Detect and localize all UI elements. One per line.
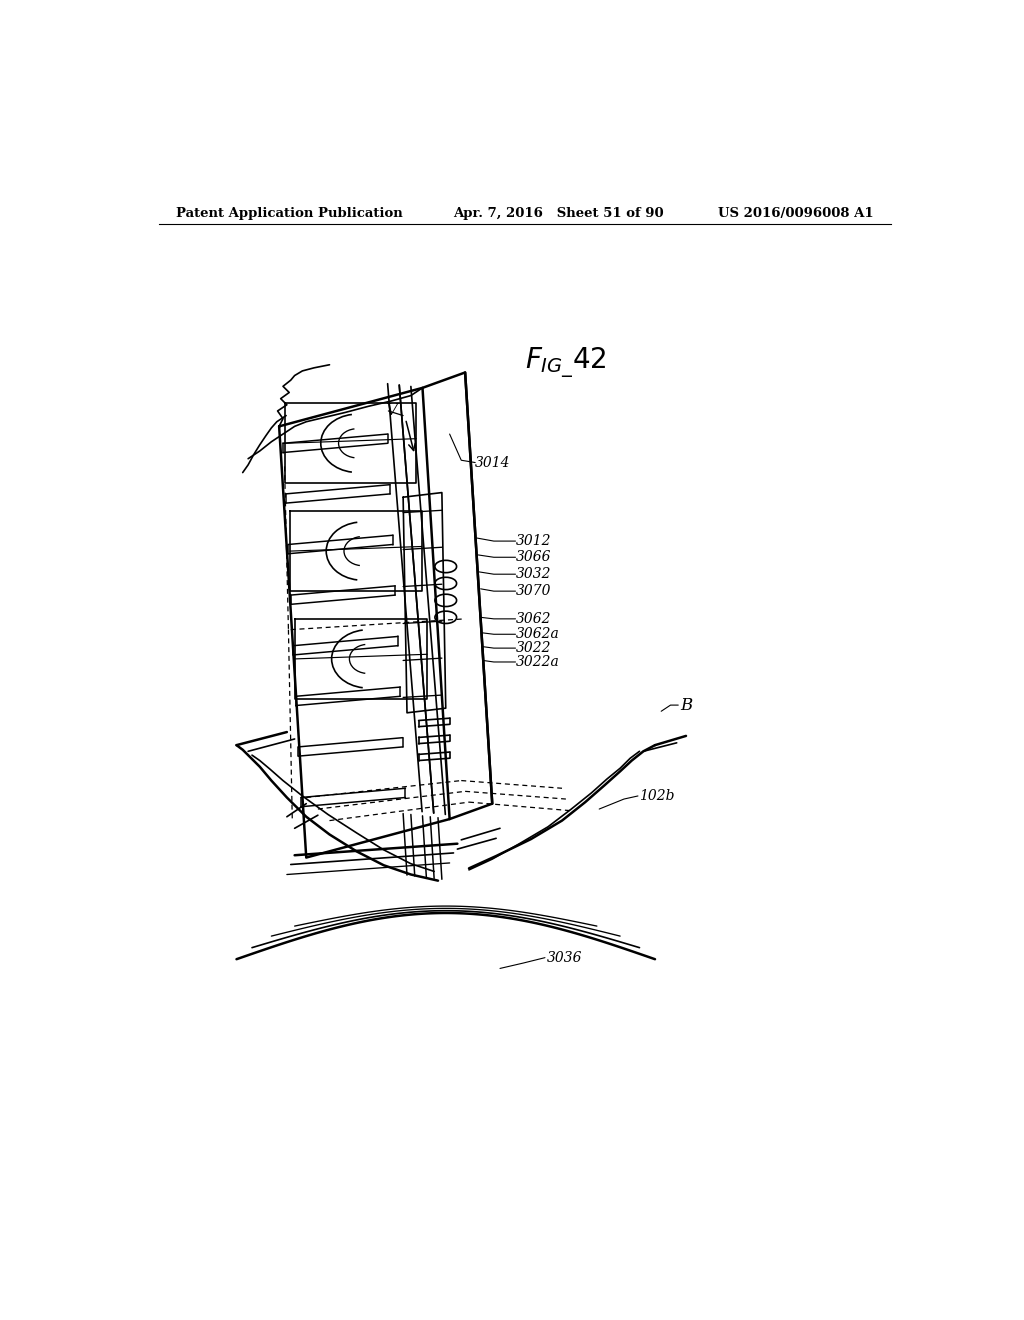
Text: 3022a: 3022a	[515, 655, 559, 669]
Text: 3062a: 3062a	[515, 627, 559, 642]
Text: Patent Application Publication: Patent Application Publication	[176, 207, 402, 220]
Text: 3032: 3032	[515, 568, 551, 581]
Text: 3066: 3066	[515, 550, 551, 564]
Text: 3036: 3036	[547, 950, 582, 965]
Text: V: V	[385, 403, 397, 420]
Text: 3022: 3022	[515, 642, 551, 655]
Text: $\mathit{F_{IG\_}42}$: $\mathit{F_{IG\_}42}$	[525, 345, 607, 380]
Text: 3014: 3014	[475, 455, 511, 470]
Text: 3012: 3012	[515, 535, 551, 548]
Text: 102b: 102b	[640, 789, 675, 803]
Text: 3070: 3070	[515, 585, 551, 598]
Text: B: B	[680, 697, 692, 714]
Text: US 2016/0096008 A1: US 2016/0096008 A1	[718, 207, 873, 220]
Text: Apr. 7, 2016   Sheet 51 of 90: Apr. 7, 2016 Sheet 51 of 90	[454, 207, 665, 220]
Text: 3062: 3062	[515, 612, 551, 626]
